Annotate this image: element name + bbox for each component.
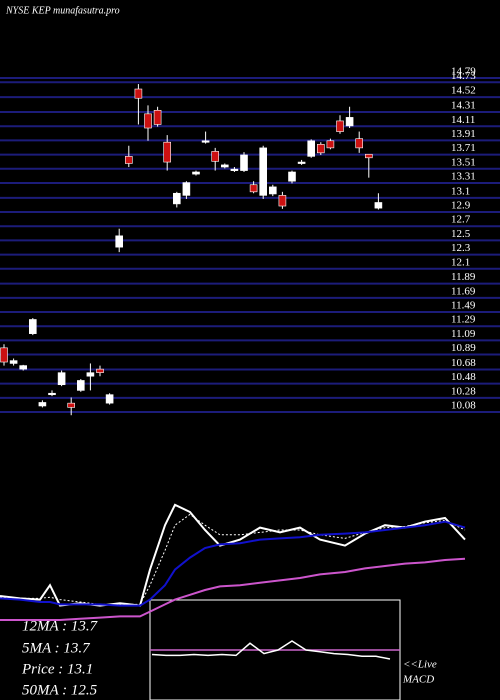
y-tick-label: 10.08 — [451, 400, 476, 412]
indicator-line — [0, 513, 466, 605]
y-tick-label: 14.11 — [451, 114, 475, 126]
candle-body — [336, 120, 344, 132]
candle-body — [96, 368, 104, 373]
candle-body — [249, 184, 258, 193]
y-tick-label: 12.5 — [451, 228, 471, 240]
candle-body — [67, 402, 75, 408]
candle-body — [86, 372, 95, 377]
candle-body — [230, 168, 239, 171]
y-tick-label: 10.28 — [451, 385, 476, 397]
candle-body — [374, 202, 383, 209]
candle-body — [38, 402, 47, 407]
chart-title: NYSE KEP munafasutra.pro — [5, 5, 120, 16]
y-tick-label: 11.29 — [451, 314, 476, 326]
candle-body — [355, 138, 364, 149]
candle-body — [115, 235, 123, 248]
candle-body — [77, 380, 85, 391]
macd-label: MACD — [402, 674, 434, 686]
y-tick-label: 11.89 — [451, 271, 476, 283]
candle-body — [326, 140, 335, 149]
macd-line — [151, 640, 391, 660]
candle-body — [192, 171, 200, 175]
candle-body — [182, 182, 191, 196]
candle-body — [163, 141, 171, 163]
candle-body — [259, 147, 268, 196]
y-tick-label: 13.31 — [451, 170, 476, 182]
candle-body — [9, 360, 18, 364]
legend-5ma: 5MA : 13.7 — [22, 640, 91, 656]
candle-body — [211, 151, 219, 162]
candle-body — [19, 365, 28, 370]
candle-body — [48, 392, 56, 396]
y-tick-label: 10.48 — [451, 371, 476, 383]
y-tick-label: 14.79 — [451, 66, 476, 78]
y-tick-label: 13.91 — [451, 128, 476, 140]
y-tick-label: 14.52 — [451, 85, 476, 97]
indicator-line — [0, 503, 466, 607]
candle-body — [144, 113, 152, 129]
y-tick-label: 14.31 — [451, 100, 476, 112]
candle-body — [307, 140, 316, 157]
y-tick-label: 12.7 — [451, 214, 471, 226]
y-tick-label: 13.1 — [451, 185, 470, 197]
candle-body — [345, 117, 354, 127]
y-tick-label: 12.1 — [451, 256, 470, 268]
y-tick-label: 11.09 — [451, 328, 476, 340]
y-tick-label: 12.3 — [451, 242, 471, 254]
legend-12ma: 12MA : 13.7 — [22, 618, 99, 634]
candle-body — [297, 161, 306, 164]
candle-body — [221, 164, 229, 168]
candle-body — [268, 186, 277, 195]
candle-body — [364, 153, 373, 159]
indicator-line — [0, 520, 466, 607]
y-tick-label: 13.51 — [451, 156, 476, 168]
y-tick-label: 13.71 — [451, 142, 476, 154]
y-tick-label: 11.69 — [451, 285, 476, 297]
candle-body — [240, 154, 248, 171]
candle-body — [57, 372, 66, 386]
candle-body — [201, 140, 210, 143]
legend-50ma: 50MA : 12.5 — [22, 682, 98, 698]
indicator-line — [0, 557, 466, 621]
candle-body — [316, 144, 325, 154]
y-tick-label: 10.89 — [451, 342, 476, 354]
candle-body — [0, 347, 8, 363]
candle-body — [28, 319, 37, 334]
candle-body — [134, 88, 143, 99]
candle-body — [125, 156, 133, 164]
candle-body — [105, 394, 114, 404]
y-tick-label: 11.49 — [451, 300, 476, 312]
candle-body — [173, 192, 181, 205]
y-tick-label: 10.68 — [451, 357, 476, 369]
candle-body — [278, 195, 287, 207]
y-tick-label: 14.73 — [451, 70, 476, 82]
live-label: <<Live — [403, 659, 437, 671]
candle-body — [288, 171, 296, 182]
candle-body — [153, 109, 162, 125]
legend-price: Price : 13.1 — [21, 661, 93, 677]
y-tick-label: 12.9 — [451, 200, 471, 212]
